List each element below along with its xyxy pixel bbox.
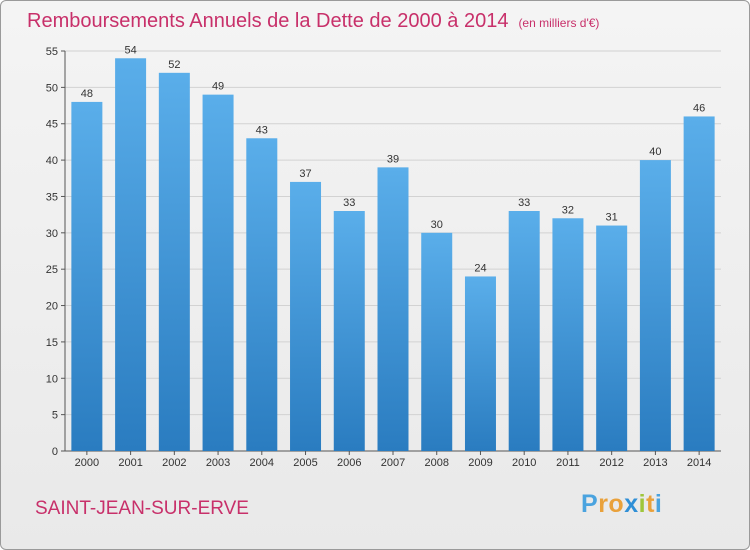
bar-2012 xyxy=(596,225,628,451)
labels: 0 5 10 15 20 25 30 35 40 45 50 55 48 2000 54 2001 52 2002… xyxy=(46,44,712,469)
y-tick-label: 25 xyxy=(46,264,58,276)
x-tick-label-2008: 2008 xyxy=(424,457,448,469)
logo-letter: o xyxy=(608,490,625,518)
bar-2013 xyxy=(639,160,671,451)
city-name: SAINT-JEAN-SUR-ERVE xyxy=(35,498,249,519)
logo-letter: t xyxy=(646,490,655,518)
y-tick-label: 10 xyxy=(46,373,58,385)
value-label-2003: 49 xyxy=(212,81,224,93)
value-label-2005: 37 xyxy=(299,168,311,180)
value-label-2008: 30 xyxy=(431,219,443,231)
bar-2007 xyxy=(377,167,409,451)
value-label-2012: 31 xyxy=(606,212,618,224)
value-label-2014: 46 xyxy=(693,102,705,114)
bar-2008 xyxy=(421,232,453,451)
y-tick-label: 15 xyxy=(46,337,58,349)
x-tick-label-2009: 2009 xyxy=(468,457,492,469)
bar-2014 xyxy=(683,116,715,452)
y-tick-label: 20 xyxy=(46,301,58,313)
x-tick-label-2010: 2010 xyxy=(512,457,536,469)
x-tick-label-2013: 2013 xyxy=(643,457,667,469)
chart-unit: (en milliers d'€) xyxy=(518,16,600,30)
x-tick-label-2001: 2001 xyxy=(118,457,142,469)
x-tick-label-2014: 2014 xyxy=(687,457,711,469)
bar-2009 xyxy=(464,276,496,451)
proxiti-logo: Proxiti xyxy=(581,490,662,519)
x-tick-label-2004: 2004 xyxy=(250,457,274,469)
logo-letter: i xyxy=(638,490,647,518)
logo-letter: P xyxy=(581,490,599,518)
logo-letter: x xyxy=(624,490,639,518)
y-tick-label: 0 xyxy=(52,446,58,458)
x-tick-label-2011: 2011 xyxy=(556,457,580,469)
bar-2004 xyxy=(246,138,278,452)
bar-2011 xyxy=(552,218,584,451)
value-label-2013: 40 xyxy=(649,146,661,158)
bar-2001 xyxy=(115,58,147,451)
value-label-2010: 33 xyxy=(518,197,530,209)
value-label-2007: 39 xyxy=(387,153,399,165)
value-label-2006: 33 xyxy=(343,197,355,209)
value-label-2004: 43 xyxy=(256,124,268,136)
x-tick-label-2002: 2002 xyxy=(162,457,186,469)
logo-letter: i xyxy=(654,490,663,518)
y-tick-label: 40 xyxy=(46,155,58,167)
y-tick-label: 45 xyxy=(46,119,58,131)
y-tick-label: 30 xyxy=(46,228,58,240)
y-tick-label: 55 xyxy=(46,46,58,58)
y-tick-label: 50 xyxy=(46,82,58,94)
bars xyxy=(71,58,715,452)
y-tick-label: 35 xyxy=(46,191,58,203)
chart-title: Remboursements Annuels de la Dette de 20… xyxy=(27,10,599,33)
value-label-2000: 48 xyxy=(81,88,93,100)
bar-2006 xyxy=(333,211,365,451)
x-tick-label-2000: 2000 xyxy=(75,457,99,469)
value-label-2001: 54 xyxy=(124,44,136,56)
x-tick-label-2012: 2012 xyxy=(599,457,623,469)
logo-letter: r xyxy=(598,490,609,518)
bar-2002 xyxy=(158,72,190,452)
bar-2010 xyxy=(508,211,540,451)
bar-2000 xyxy=(71,101,103,451)
x-tick-label-2007: 2007 xyxy=(381,457,405,469)
value-label-2009: 24 xyxy=(474,262,486,274)
value-label-2002: 52 xyxy=(168,59,180,71)
bar-2005 xyxy=(290,181,322,451)
x-tick-label-2005: 2005 xyxy=(293,457,317,469)
x-tick-label-2006: 2006 xyxy=(337,457,361,469)
chart-title-text: Remboursements Annuels de la Dette de 20… xyxy=(27,10,509,32)
y-tick-label: 5 xyxy=(52,410,58,422)
x-tick-label-2003: 2003 xyxy=(206,457,230,469)
value-label-2011: 32 xyxy=(562,204,574,216)
bar-2003 xyxy=(202,94,234,452)
